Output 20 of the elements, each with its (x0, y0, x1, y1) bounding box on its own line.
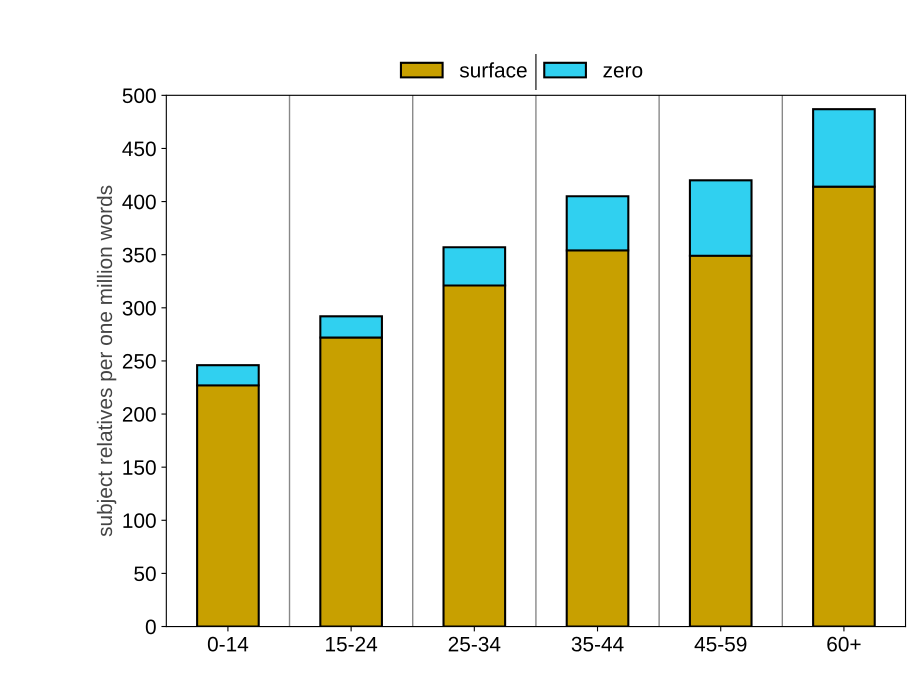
x-tick-label: 0-14 (208, 636, 248, 652)
x-tick-label: 60+ (827, 636, 861, 652)
x-tick-label: 25-34 (448, 636, 500, 652)
y-tick-label: 100 (123, 513, 156, 528)
y-tick-label: 300 (122, 300, 156, 316)
x-tick-label: 35-44 (572, 636, 624, 652)
legend-label: surface (460, 62, 527, 78)
y-tick-label: 500 (122, 88, 156, 104)
y-tick-label: 150 (123, 460, 156, 475)
x-tick-label: 45-59 (694, 636, 746, 652)
y-tick-label: 250 (122, 354, 156, 369)
y-tick-label: 400 (122, 194, 156, 210)
y-tick-label: 50 (134, 566, 156, 582)
y-tick-label: 350 (122, 248, 156, 262)
y-tick-label: 200 (122, 407, 156, 422)
x-tick-label: 15-24 (326, 636, 378, 652)
legend-label: zero (603, 66, 642, 78)
y-axis-title: subject relatives per one million words (96, 186, 116, 536)
y-tick-label: 0 (146, 620, 156, 634)
y-tick-label: 450 (122, 141, 156, 156)
